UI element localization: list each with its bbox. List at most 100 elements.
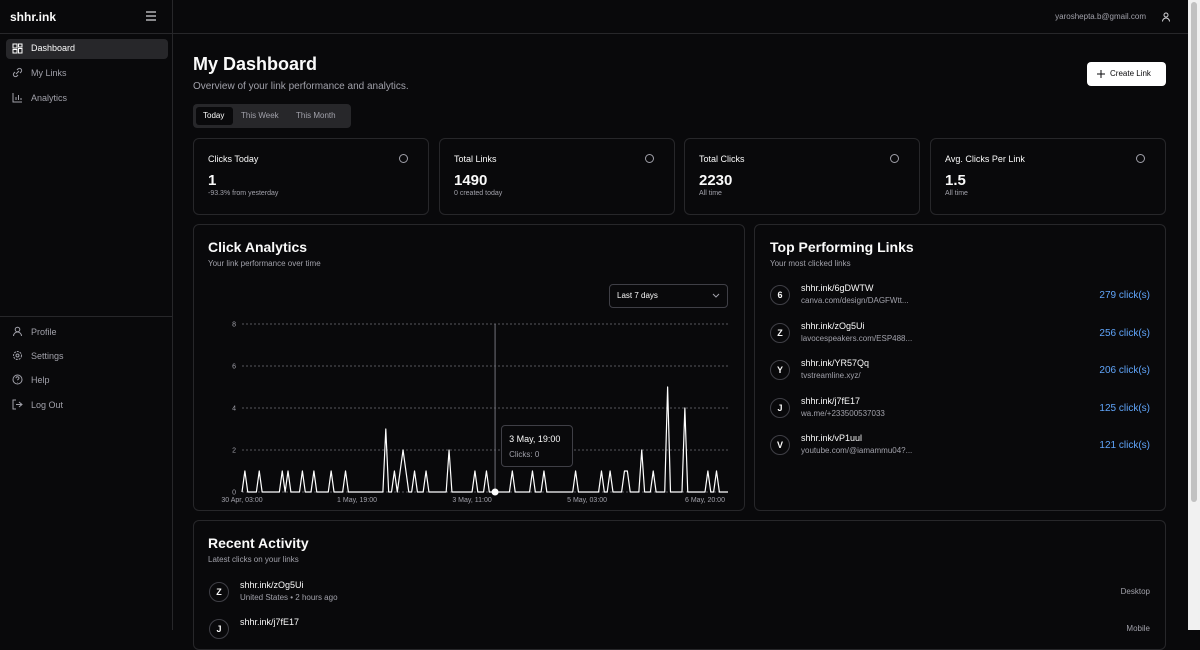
link-target: tvstreamline.xyz/	[801, 371, 861, 380]
chart-title: Click Analytics	[208, 239, 308, 255]
link-short[interactable]: shhr.ink/j7fE17	[801, 395, 861, 406]
nav-item[interactable]: Profile	[31, 327, 57, 337]
avatar: Z	[770, 322, 790, 343]
stat-note: 0 created today	[454, 190, 503, 197]
y-tick-label: 2	[232, 448, 236, 455]
stat-icon	[890, 154, 899, 163]
user-icon[interactable]	[1161, 12, 1171, 22]
link-short[interactable]: shhr.ink/vP1uul	[801, 433, 863, 443]
active-point	[491, 488, 499, 496]
link-clicks: 206 click(s)	[1099, 365, 1150, 376]
user-email: yaroshepta.b@gmail.com	[1055, 12, 1146, 21]
nav-item[interactable]: Help	[31, 375, 50, 385]
x-tick-label: 1 May, 19:00	[337, 497, 377, 504]
x-tick-label: 5 May, 03:00	[567, 497, 607, 504]
sidebar	[0, 0, 173, 630]
y-tick-label: 6	[232, 364, 236, 371]
top-links-card	[754, 224, 1166, 511]
stat-value: 1	[208, 172, 217, 189]
link-target: youtube.com/@iamammu04?...	[801, 446, 913, 455]
stat-icon	[399, 154, 408, 163]
link-short[interactable]: shhr.ink/zOg5Ui	[801, 320, 865, 331]
plus-icon	[1097, 70, 1105, 78]
top-links-subtitle: Your most clicked links	[770, 259, 851, 268]
avatar: J	[770, 397, 790, 418]
link-target: wa.me/+233500537033	[801, 408, 885, 418]
icon	[12, 67, 23, 78]
activity-link: shhr.ink/j7fE17	[240, 617, 300, 627]
activity-detail: United States • 2 hours ago	[240, 593, 338, 602]
stat-value: 1490	[454, 172, 488, 189]
nav-item[interactable]: Settings	[31, 351, 64, 361]
tab[interactable]: This Month	[296, 111, 336, 120]
icon	[13, 351, 22, 360]
tooltip-text: Clicks: 0	[509, 450, 540, 459]
stat-card	[930, 138, 1166, 215]
nav-item[interactable]: My Links	[31, 68, 67, 78]
stat-label: Clicks Today	[208, 154, 259, 164]
icon	[13, 326, 22, 337]
stat-icon	[1136, 154, 1145, 163]
stat-label: Total Links	[454, 154, 497, 164]
menu-icon[interactable]	[145, 11, 157, 21]
x-tick-label: 3 May, 11:00	[452, 497, 492, 504]
link-clicks: 256 click(s)	[1099, 327, 1150, 339]
link-clicks: 125 click(s)	[1099, 402, 1150, 414]
chart: 0 2 4 6 8 30 Apr, 03:00 1 May, 19:00 3 May, 11:…	[221, 322, 728, 504]
tab[interactable]: This Week	[241, 111, 279, 120]
tooltip-label: 3 May, 19:00	[509, 434, 561, 444]
link-target: lavocespeakers.com/ESP488...	[801, 333, 913, 343]
header-line	[0, 33, 1188, 34]
activity-link: shhr.ink/zOg5Ui	[240, 580, 304, 590]
stat-label: Avg. Clicks Per Link	[945, 154, 1025, 164]
nav-item[interactable]: Dashboard	[31, 43, 76, 53]
top-links-title: Top Performing Links	[770, 239, 914, 255]
nav-active	[6, 39, 168, 59]
stat-value: 1.5	[945, 172, 966, 189]
avatar: 6	[770, 285, 790, 305]
page-title: My Dashboard	[193, 54, 318, 74]
activity-device: Mobile	[1126, 624, 1150, 633]
brand: shhr.ink	[10, 10, 57, 24]
tab[interactable]: Today	[203, 111, 225, 120]
y-tick-label: 4	[232, 406, 236, 413]
avatar: Z	[209, 582, 229, 602]
avatar: J	[209, 619, 229, 639]
nav-item[interactable]: Log Out	[31, 400, 64, 410]
link-clicks: 121 click(s)	[1099, 440, 1150, 451]
stat-note: -93.3% from yesterday	[208, 190, 279, 197]
link-short[interactable]: shhr.ink/YR57Qq	[801, 358, 870, 368]
activity-subtitle: Latest clicks on your links	[208, 555, 299, 564]
line	[241, 386, 728, 493]
y-tick-label: 8	[232, 322, 236, 329]
link-clicks: 279 click(s)	[1099, 290, 1150, 301]
icon	[12, 43, 23, 54]
create-button-label[interactable]: Create Link	[1110, 69, 1151, 78]
stat-note: All time	[945, 190, 968, 197]
chart-card	[193, 224, 745, 511]
chart-subtitle: Your link performance over time	[208, 259, 321, 268]
sidebar-divider	[0, 316, 173, 317]
stat-icon	[645, 154, 654, 163]
nav-item[interactable]: Analytics	[31, 93, 68, 103]
tab-active	[196, 107, 233, 125]
avatar: Y	[770, 360, 790, 380]
scrollbar	[1188, 0, 1200, 630]
link-short[interactable]: shhr.ink/6gDWTW	[801, 283, 874, 293]
tooltip: 3 May, 19:00 Clicks: 0	[501, 425, 574, 467]
x-tick-label: 6 May, 20:00	[685, 497, 725, 504]
activity-card	[193, 520, 1166, 650]
icon	[12, 399, 23, 410]
x-tick-label: 30 Apr, 03:00	[221, 497, 262, 504]
stat-card	[684, 138, 920, 215]
activity-title: Recent Activity	[208, 535, 309, 551]
range-select-label[interactable]: Last 7 days	[617, 291, 658, 300]
range-select[interactable]	[609, 284, 728, 308]
stat-value: 2230	[699, 172, 733, 189]
chevron	[712, 293, 720, 298]
page-subtitle: Overview of your link performance and an…	[193, 81, 409, 92]
activity-device: Desktop	[1120, 587, 1150, 596]
avatar: V	[770, 435, 790, 455]
stat-card	[439, 138, 675, 215]
